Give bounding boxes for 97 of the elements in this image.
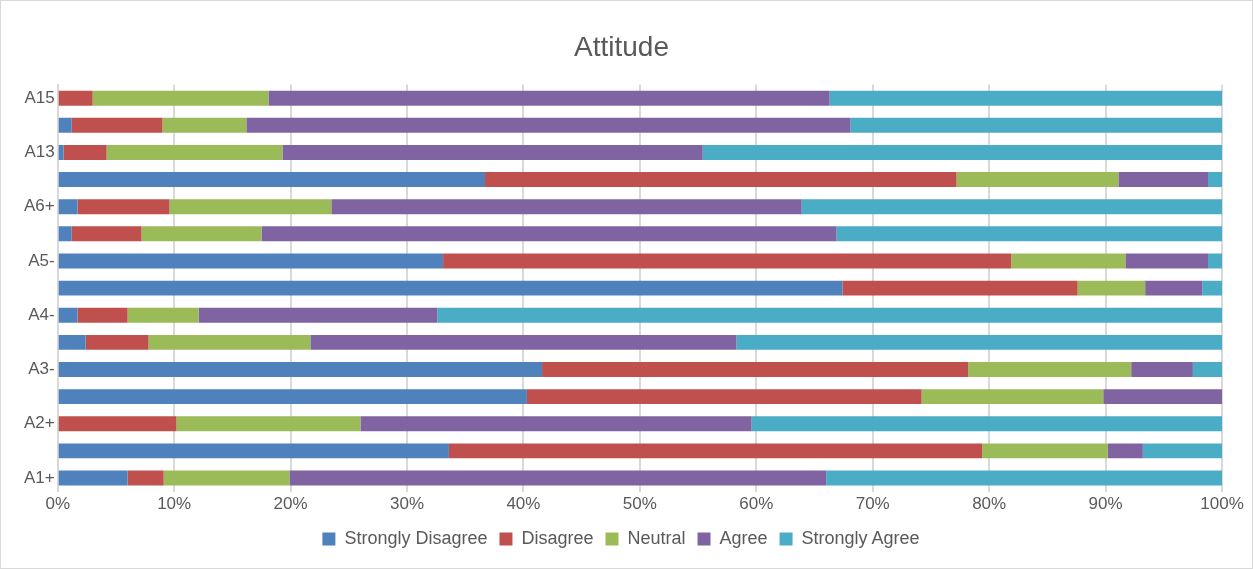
bar <box>58 280 843 296</box>
y-tick-label: A2+ <box>23 413 55 433</box>
bar <box>198 307 438 323</box>
bar <box>127 470 164 486</box>
bar <box>836 226 1222 242</box>
bar <box>702 144 1222 160</box>
bar <box>169 199 332 215</box>
bar <box>77 199 170 215</box>
bar <box>542 362 969 377</box>
bar <box>71 226 142 242</box>
y-tick-label: A4- <box>28 304 55 324</box>
bar <box>268 90 830 106</box>
bar <box>1208 253 1222 269</box>
bar <box>1011 253 1126 269</box>
y-tick-label: A13 <box>24 142 55 162</box>
bar <box>85 334 149 350</box>
x-tick-label: 80% <box>972 494 1007 514</box>
y-tick-label: A1+ <box>23 467 55 487</box>
x-tick-label: 30% <box>389 494 425 514</box>
bar <box>968 362 1132 377</box>
bar <box>77 307 128 323</box>
bar <box>1202 280 1222 296</box>
bar <box>310 334 737 350</box>
bar <box>141 226 262 242</box>
y-tick-label: A5- <box>28 250 55 270</box>
bar <box>829 90 1222 106</box>
bar <box>58 470 128 486</box>
bar <box>1142 443 1222 459</box>
bar <box>58 416 177 432</box>
y-tick-label: A15 <box>24 87 55 107</box>
x-tick-label: 0% <box>45 494 71 514</box>
bar <box>526 389 922 405</box>
bar <box>921 389 1104 405</box>
bar <box>736 334 1222 350</box>
bar <box>92 90 269 106</box>
x-tick-label: 10% <box>157 494 192 514</box>
legend-label: Strongly Disagree <box>344 527 488 548</box>
bar <box>58 226 72 242</box>
bar <box>58 334 86 350</box>
bar <box>826 470 1222 486</box>
legend-label: Disagree <box>521 527 594 548</box>
legend-label: Neutral <box>627 527 686 548</box>
x-tick-label: 70% <box>855 494 890 514</box>
bar <box>360 416 752 432</box>
bar <box>58 389 527 405</box>
bar <box>58 307 78 323</box>
bar <box>58 443 449 459</box>
bar <box>751 416 1222 432</box>
bar <box>1192 362 1222 377</box>
bar <box>956 172 1119 188</box>
x-tick-label: 100% <box>1200 494 1244 514</box>
x-tick-label: 40% <box>506 494 541 514</box>
x-tick-label: 90% <box>1088 494 1123 514</box>
x-tick-label: 60% <box>739 494 774 514</box>
bar <box>437 307 1222 323</box>
bar <box>485 172 957 188</box>
bar <box>850 117 1222 133</box>
bar <box>1103 389 1222 405</box>
chart-title: Attitude <box>574 30 669 62</box>
bar <box>1145 280 1203 296</box>
x-tick-label: 50% <box>622 494 657 514</box>
bar <box>246 117 851 133</box>
bar <box>1107 443 1143 459</box>
bar <box>58 172 486 188</box>
bar <box>1118 172 1209 188</box>
bar <box>71 117 163 133</box>
bar <box>58 253 444 269</box>
bar <box>801 199 1222 215</box>
legend-label: Strongly Agree <box>801 527 920 548</box>
bar <box>842 280 1078 296</box>
bar <box>58 117 72 133</box>
bar <box>282 144 703 160</box>
bar <box>163 470 290 486</box>
bar <box>443 253 1012 269</box>
y-tick-label: A3- <box>28 359 55 379</box>
bar <box>1208 172 1222 188</box>
bar <box>261 226 837 242</box>
legend-label: Agree <box>719 527 768 548</box>
bar <box>162 117 247 133</box>
bar <box>63 144 107 160</box>
bar <box>1077 280 1146 296</box>
y-tick-label: A6+ <box>23 196 55 216</box>
bar <box>148 334 311 350</box>
bar <box>1125 253 1209 269</box>
x-tick-label: 20% <box>273 494 308 514</box>
bar <box>982 443 1108 459</box>
bar <box>289 470 827 486</box>
bar <box>331 199 802 215</box>
bar <box>1131 362 1193 377</box>
bar <box>176 416 361 432</box>
bar <box>127 307 199 323</box>
bar <box>58 362 543 377</box>
bar <box>58 144 64 160</box>
bar <box>58 90 93 106</box>
bar <box>448 443 983 459</box>
bar <box>106 144 283 160</box>
bar <box>58 199 78 215</box>
